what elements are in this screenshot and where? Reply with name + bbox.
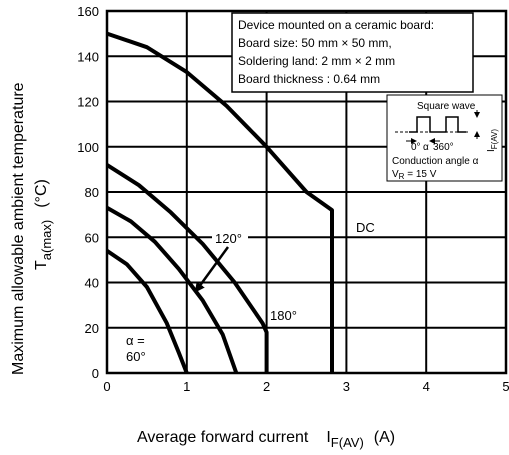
curve-label-180: 180°	[270, 308, 297, 323]
y-tick-160: 160	[77, 4, 99, 19]
curve-label-alpha-line2: 60°	[126, 349, 146, 364]
note-line-3: Soldering land: 2 mm × 2 mm	[238, 54, 395, 68]
x-tick-1: 1	[183, 379, 190, 394]
plot-frame	[105, 9, 508, 375]
y-tick-20: 20	[85, 321, 99, 336]
y-tick-60: 60	[85, 230, 99, 245]
curve-label-120-arrow	[194, 246, 230, 293]
curve-label-dc: DC	[356, 220, 375, 235]
series-line-0	[106, 31, 334, 373]
x-tick-5: 5	[502, 379, 509, 394]
curves	[105, 31, 334, 374]
note-box: Device mounted on a ceramic board: Board…	[231, 12, 474, 93]
y-tick-140: 140	[77, 49, 99, 64]
x-tick-0: 0	[103, 379, 110, 394]
series-line-2	[106, 206, 239, 374]
inset-angle-360: 360°	[433, 142, 454, 153]
y-axis-symbol: Ta(max)(°C)	[33, 179, 54, 270]
label-bg-180	[268, 307, 302, 324]
square-wave-inset: Square wave IF(AV) 0° α 360° Conduction …	[386, 94, 503, 182]
note-line-4: Board thickness : 0.64 mm	[238, 72, 380, 86]
y-tick-120: 120	[77, 95, 99, 110]
y-tick-labels: 0 20 40 60 80 100 120 140 160	[77, 4, 99, 381]
x-tick-4: 4	[423, 379, 430, 394]
x-axis-title: Average forward current IF(AV) (A)	[137, 429, 395, 450]
curve-label-alpha-line1: α =	[126, 333, 145, 348]
y-axis-title: Maximum allowable ambient temperature	[10, 82, 27, 375]
x-tick-2: 2	[263, 379, 270, 394]
series-line-3	[105, 249, 189, 374]
inset-angle-0: 0°	[411, 142, 421, 153]
x-tick-3: 3	[343, 379, 350, 394]
y-tick-40: 40	[85, 276, 99, 291]
label-bg-dc	[352, 218, 380, 235]
inset-conduction: Conduction angle α	[392, 156, 479, 167]
note-line-2: Board size: 50 mm × 50 mm,	[238, 36, 392, 50]
square-wave-icon	[409, 116, 466, 133]
label-bg-120	[212, 229, 248, 246]
inset-current-label: IF(AV)	[486, 129, 499, 152]
curve-label-120: 120°	[215, 231, 242, 246]
label-bg-alpha	[124, 330, 154, 364]
y-tick-0: 0	[92, 366, 99, 381]
series-line-1	[105, 163, 269, 373]
y-tick-100: 100	[77, 140, 99, 155]
inset-vr: VR = 15 V	[392, 169, 437, 181]
inset-angle-alpha: α	[423, 142, 429, 153]
note-line-1: Device mounted on a ceramic board:	[238, 18, 434, 32]
y-tick-80: 80	[85, 185, 99, 200]
x-tick-labels: 0 1 2 3 4 5	[103, 379, 509, 394]
inset-title: Square wave	[417, 101, 476, 112]
